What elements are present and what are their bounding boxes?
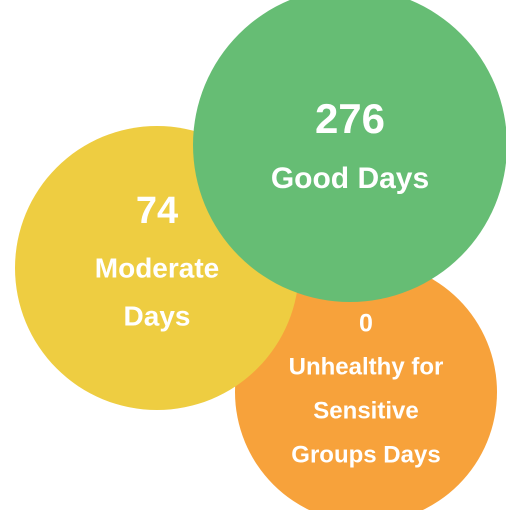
- bubble: [235, 261, 497, 510]
- bubble-label: Unhealthy for: [289, 353, 444, 380]
- bubble-value: 0: [359, 310, 373, 338]
- bubble-label: Days: [124, 300, 191, 331]
- bubble-label: Sensitive: [313, 397, 418, 424]
- bubble-value: 74: [136, 190, 178, 232]
- bubble: [193, 0, 506, 302]
- bubble-value: 276: [315, 95, 385, 142]
- bubble-label: Groups Days: [291, 441, 440, 468]
- bubble-label: Good Days: [271, 162, 429, 195]
- bubble-label: Moderate: [95, 252, 219, 283]
